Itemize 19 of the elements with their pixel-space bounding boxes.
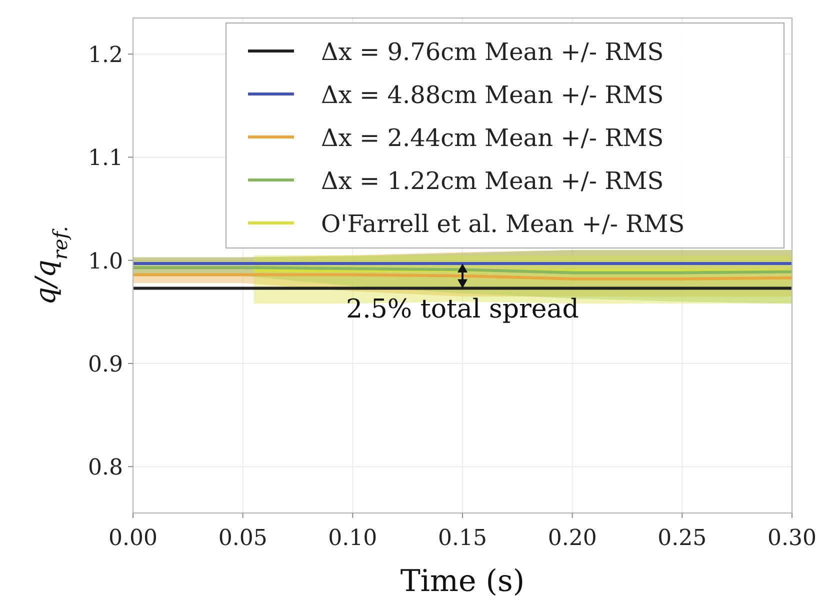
legend-label: O'Farrell et al. Mean +/- RMS bbox=[321, 210, 685, 238]
legend-label: Δx = 2.44cm Mean +/- RMS bbox=[321, 124, 664, 152]
x-tick-label: 0.05 bbox=[218, 526, 268, 551]
x-tick-label: 0.10 bbox=[328, 526, 378, 551]
x-axis-title: Time (s) bbox=[400, 564, 525, 599]
y-tick-label: 1.1 bbox=[88, 146, 123, 172]
x-tick-label: 0.30 bbox=[768, 526, 816, 551]
x-tick-label: 0.15 bbox=[438, 526, 487, 551]
x-tick-label: 0.25 bbox=[658, 526, 707, 551]
legend-label: Δx = 1.22cm Mean +/- RMS bbox=[321, 167, 664, 195]
y-tick-label: 1.2 bbox=[88, 43, 123, 68]
y-tick-label: 0.9 bbox=[88, 352, 123, 378]
x-tick-label: 0.00 bbox=[108, 526, 158, 551]
y-tick-label: 0.8 bbox=[88, 456, 123, 481]
x-tick-label: 0.20 bbox=[548, 526, 597, 551]
legend-label: Δx = 4.88cm Mean +/- RMS bbox=[321, 81, 664, 109]
annotation: 2.5% total spread bbox=[346, 294, 579, 325]
legend-label: Δx = 9.76cm Mean +/- RMS bbox=[321, 38, 664, 66]
y-tick-label: 1.0 bbox=[88, 249, 123, 274]
